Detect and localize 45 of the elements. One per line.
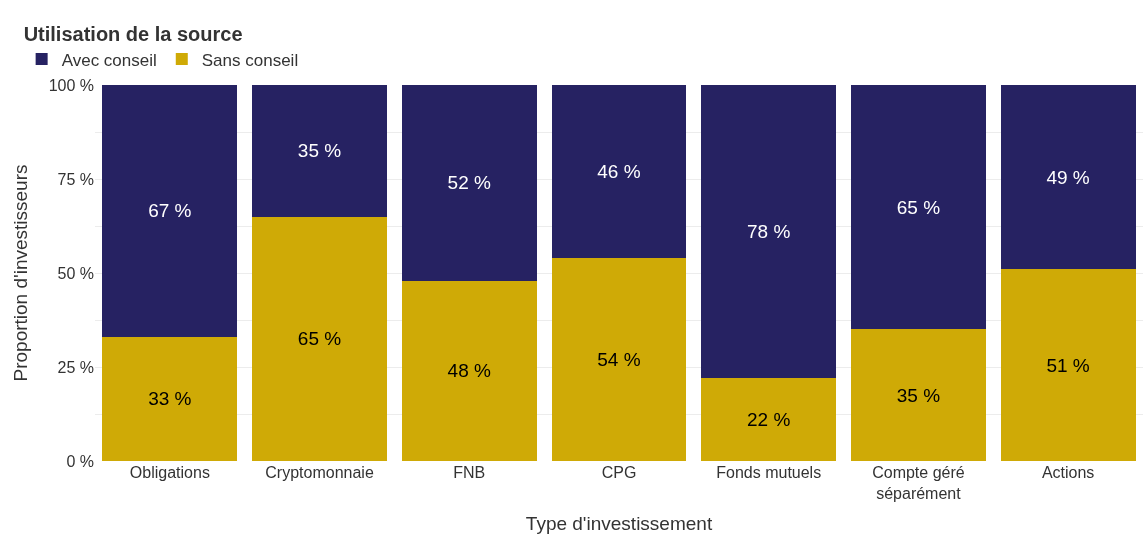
x-tick-label: Cryptomonnaie (265, 464, 374, 481)
y-tick-label: 25 % (57, 358, 94, 376)
bar (102, 336, 238, 461)
bar (1000, 269, 1136, 461)
data-label: 78 % (747, 221, 791, 243)
bar (401, 85, 537, 281)
y-tick-label: 75 % (57, 170, 94, 188)
legend-label: Sans conseil (201, 50, 299, 70)
y-axis-title: Proportion d'investisseurs (10, 164, 32, 382)
bar (701, 85, 837, 379)
bar (252, 85, 387, 217)
bar (551, 85, 687, 258)
data-label: 33 % (148, 388, 192, 410)
y-tick-label: 0 % (66, 452, 94, 470)
x-tick-label: Compte géré séparément (872, 464, 965, 502)
data-label: 49 % (1046, 166, 1090, 188)
x-tick-label: FNB (453, 464, 486, 481)
bar (401, 280, 537, 461)
x-axis-title: Type d'investissement (525, 512, 713, 534)
data-label: 22 % (747, 409, 791, 431)
bar (1000, 85, 1136, 270)
data-label: 54 % (597, 348, 641, 370)
data-label: 65 % (896, 196, 941, 218)
data-label: 52 % (447, 172, 491, 194)
data-label: 48 % (447, 360, 491, 382)
x-tick-label: Obligations (129, 464, 210, 481)
data-label: 46 % (597, 160, 641, 182)
x-tick-label: Actions (1041, 464, 1095, 481)
y-tick-label: 100 % (48, 76, 94, 94)
data-label: 35 % (896, 384, 941, 406)
data-label: 51 % (1046, 354, 1090, 376)
data-label: 35 % (297, 140, 342, 162)
bar (851, 329, 986, 461)
bar (102, 85, 238, 337)
x-tick-label: Fonds mutuels (716, 464, 822, 481)
bar (252, 216, 387, 461)
y-tick-label: 50 % (57, 264, 94, 282)
legend-label: Avec conseil (61, 50, 157, 70)
x-tick-label: CPG (601, 464, 637, 481)
data-label: 67 % (148, 200, 192, 222)
bar (551, 257, 687, 461)
data-label: 65 % (297, 328, 342, 350)
bar (851, 85, 986, 330)
legend-title: Utilisation de la source (23, 23, 243, 46)
bar (701, 378, 837, 461)
